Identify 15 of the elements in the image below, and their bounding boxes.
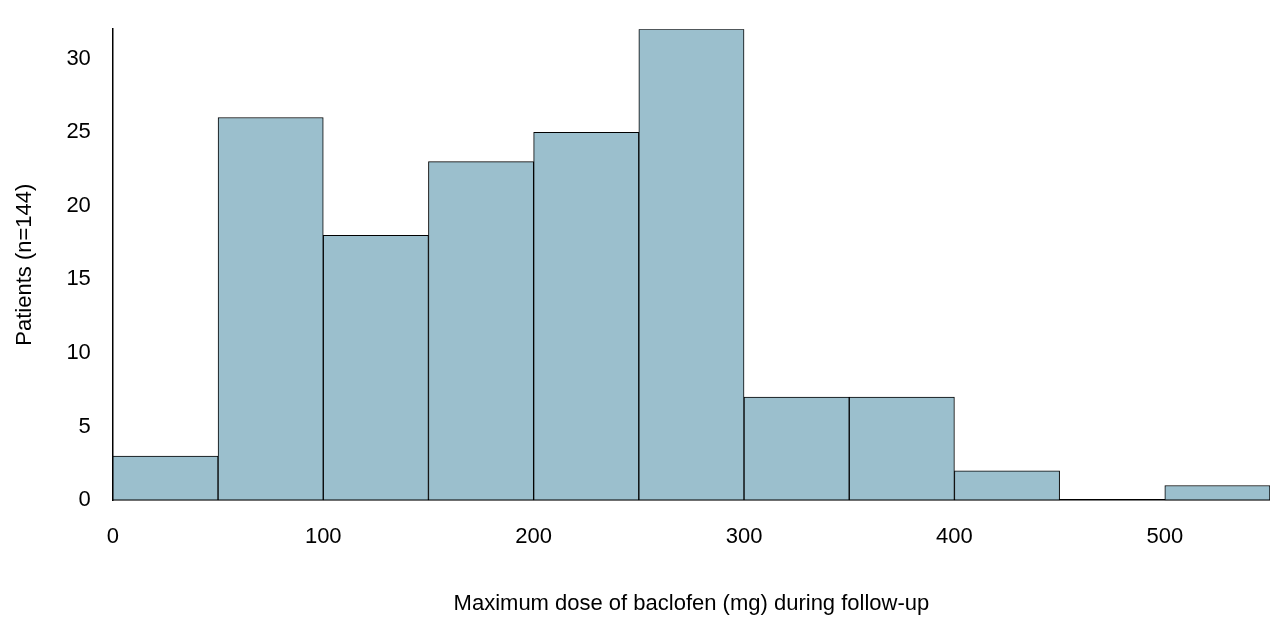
y-axis-title: Patients (n=144)	[11, 183, 37, 346]
x-axis-title: Maximum dose of baclofen (mg) during follow-up	[453, 589, 930, 615]
y-tick-label: 5	[78, 412, 91, 438]
x-tick-label: 0	[106, 523, 119, 549]
y-tick-label: 0	[78, 486, 91, 512]
y-tick-label: 20	[66, 191, 91, 217]
x-tick-label: 400	[936, 523, 973, 549]
x-tick-label: 500	[1146, 523, 1184, 549]
x-tick-label: 100	[304, 523, 342, 549]
x-tick-label: 300	[725, 523, 763, 549]
y-tick-label: 10	[66, 339, 91, 365]
y-tick-label: 15	[66, 265, 91, 291]
y-tick-label: 30	[66, 44, 91, 70]
x-tick-label: 200	[515, 523, 552, 549]
y-tick-label: 25	[66, 118, 91, 144]
